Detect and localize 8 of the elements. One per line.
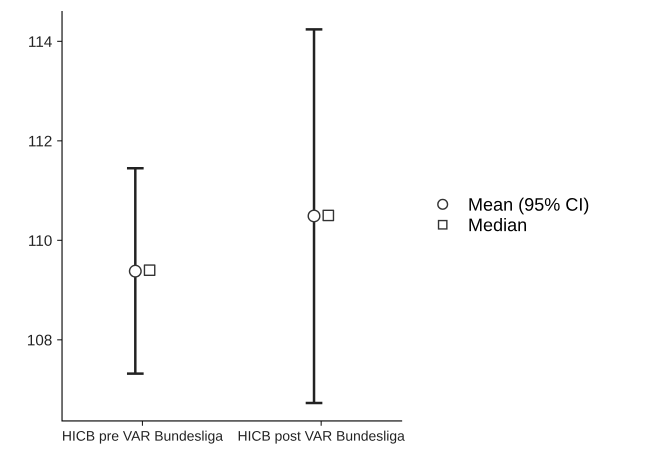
y-tick-label: 114: [29, 36, 52, 47]
y-tick-label: 112: [29, 136, 52, 146]
legend-label: Mean (95% CI): [469, 198, 588, 214]
y-tick-label: 110: [29, 235, 52, 246]
x-tick-label: HICB pre VAR Bundesliga: [63, 430, 224, 444]
legend-label: Median: [469, 218, 526, 232]
x-tick-label: HICB post VAR Bundesliga: [238, 430, 405, 444]
y-tick-label: 108: [28, 334, 52, 346]
